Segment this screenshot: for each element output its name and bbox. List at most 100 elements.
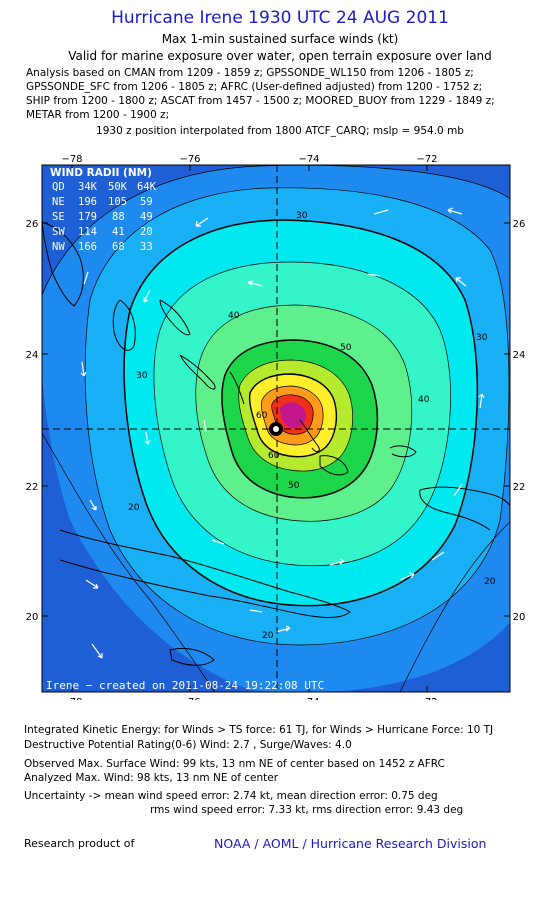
wind-field-map: −78 −76 −74 −72 −78 −76 −74 −72 26 24 22… [26,154,526,700]
map-title: Hurricane Irene 1930 UTC 24 AUG 2011 [111,8,449,28]
wind-radii-cell: 33 [140,241,153,253]
wind-radii-header: 64K [137,181,157,193]
lat-tick-label: 20 [26,612,39,623]
lon-tick-label: −74 [298,154,319,165]
wind-arrow [367,273,381,277]
wind-arrow [478,393,485,409]
wind-radii-cell: 88 [112,211,125,223]
wind-arrow [247,280,263,287]
cuba-coast [59,529,351,618]
wind-band-max [279,402,306,428]
lon-tick-label: −74 [298,697,319,700]
lat-tick-label: 20 [513,612,526,623]
validity-note: Valid for marine exposure over water, op… [68,49,492,63]
lon-tick-label: −78 [61,154,82,165]
wind-radii-cell: 114 [78,226,97,238]
contour-label: 30 [476,333,488,343]
contour-label: 20 [484,577,496,587]
uncertainty-line-2: rms wind speed error: 7.33 kt, rms direc… [150,804,464,816]
wind-arrow [83,271,89,285]
wind-arrow [455,277,467,287]
wind-radii-cell: 68 [112,241,125,253]
wind-arrow [373,209,389,215]
dpr-line: Destructive Potential Rating(0-6) Wind: … [24,739,352,751]
eleuthera [159,299,191,336]
lon-tick-label: −76 [179,154,200,165]
wind-radii-cell: 166 [78,241,97,253]
wind-arrow [80,361,87,377]
lat-tick-label: 24 [26,350,39,361]
lon-tick-label: −78 [61,697,82,700]
wind-arrow [399,572,415,581]
lat-tick-label: 26 [26,219,39,230]
wind-arrow [144,431,151,445]
long-island [229,371,245,405]
turks-caicos [389,445,417,458]
uncertainty-line-1: Uncertainty -> mean wind speed error: 2.… [24,790,438,802]
wind-arrow [453,483,463,497]
wind-radii-cell: 179 [78,211,97,223]
contour-label: 50 [288,481,300,491]
lat-tick-label: 22 [26,482,39,493]
contour-label: 60 [256,411,268,421]
wind-radii-cell: SW [52,226,65,238]
wind-radii-cell: 49 [140,211,153,223]
wind-arrow [143,289,151,303]
wind-radii-cell: SE [52,211,65,223]
storm-center-marker [269,422,283,436]
analysis-line: METAR from 1200 - 1900 z; [26,109,170,121]
lat-tick-label: 26 [513,219,526,230]
contour-label: 50 [340,343,352,353]
wind-arrow [89,499,97,511]
wind-arrow [195,217,209,227]
hispaniola-coast [419,486,510,531]
contour-label: 30 [296,211,308,221]
wind-radii-title: WIND RADII (NM) [50,167,152,179]
wind-contours: 30 40 50 60 30 40 50 60 20 20 20 30 [42,165,510,692]
wind-arrow [329,558,345,566]
credit-organization: NOAA / AOML / Hurricane Research Divisio… [214,836,487,851]
analysis-line: SHIP from 1200 - 1800 z; ASCAT from 1457… [26,95,495,107]
lat-tick-label: 22 [513,482,526,493]
andros-island [112,299,136,351]
contour-label: 20 [262,631,274,641]
wind-radii-cell: 41 [112,226,125,238]
wind-arrow [85,579,99,589]
lon-tick-label: −72 [416,697,437,700]
analysis-sources: Analysis based on CMAN from 1209 - 1859 … [26,66,546,122]
wind-arrow [447,207,463,215]
florida-coast [42,221,84,307]
wind-radii-cell: 105 [108,196,127,208]
wind-radii-cell: 196 [78,196,97,208]
analysis-line: Analysis based on CMAN from 1209 - 1859 … [26,67,474,79]
wind-radii-cell: 20 [140,226,153,238]
wind-radii-header: 34K [78,181,98,193]
wind-radii-header: QD [52,181,65,193]
analysis-line: GPSSONDE_SFC from 1206 - 1805 z; AFRC (U… [26,81,483,93]
lat-tick-label: 24 [513,350,526,361]
wind-radii-header: 50K [108,181,128,193]
jamaica-coast [169,647,215,666]
observed-max-line: Observed Max. Surface Wind: 99 kts, 13 n… [24,758,445,770]
wind-arrow [91,643,103,659]
acklins [299,419,320,453]
wind-arrow [249,609,263,613]
wind-arrow [275,625,291,633]
contour-label: 40 [418,395,430,405]
interpolation-note: 1930 z position interpolated from 1800 A… [96,125,464,137]
great-inagua [319,455,349,476]
map-subtitle: Max 1-min sustained surface winds (kt) [161,32,399,46]
ike-line: Integrated Kinetic Energy: for Winds > T… [24,724,494,736]
contour-label: 20 [128,503,140,513]
wind-radii-cell: NE [52,196,65,208]
wind-arrow [211,539,225,545]
wind-arrow [431,551,445,561]
lon-tick-label: −72 [416,154,437,165]
analyzed-max-line: Analyzed Max. Wind: 98 kts, 13 nm NE of … [24,772,279,784]
wind-arrow [203,419,207,433]
creation-credit: Irene − created on 2011-08-24 19:22:08 U… [46,679,324,692]
exuma-chain [179,354,216,390]
credit-label: Research product of [24,837,135,850]
wind-radii-table: WIND RADII (NM) QD 34K 50K 64K NE 196 10… [50,167,157,253]
map-frame [41,164,511,693]
